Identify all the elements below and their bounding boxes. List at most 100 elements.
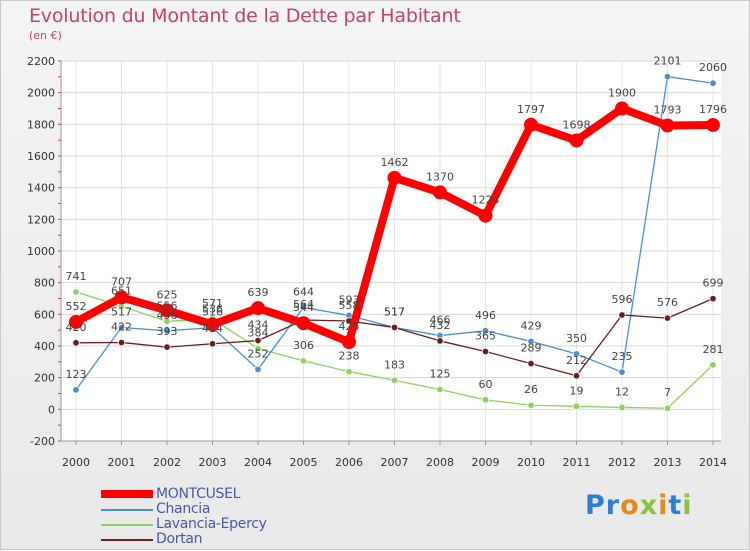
data-point-montcusel: [387, 170, 402, 185]
data-label-dortan: 212: [566, 354, 587, 367]
data-label-montcusel: 1370: [426, 170, 454, 183]
data-label-lavancia-epercy: 571: [202, 297, 223, 310]
x-tick-label: 2009: [472, 456, 500, 469]
data-label-lavancia-epercy: 60: [479, 378, 493, 391]
data-label-dortan: 564: [293, 298, 314, 311]
x-tick-label: 2010: [517, 456, 545, 469]
data-point-chancia: [481, 327, 490, 335]
data-label-dortan: 558: [339, 299, 360, 312]
y-tick-label: -200: [30, 435, 55, 448]
x-tick-label: 2004: [244, 456, 272, 469]
data-point-lavancia-epercy: [345, 367, 353, 376]
legend-label-dortan: Dortan: [156, 531, 203, 547]
data-point-montcusel: [342, 335, 356, 350]
proxiti-logo: Proxiti: [585, 490, 693, 521]
legend-label-montcusel: MONTCUSEL: [156, 486, 241, 502]
data-label-dortan: 422: [111, 321, 132, 334]
data-point-lavancia-epercy: [436, 385, 444, 394]
y-tick-label: 1400: [27, 182, 55, 195]
data-point-dortan: [527, 359, 535, 368]
data-point-dortan: [163, 343, 171, 351]
data-label-lavancia-epercy: 281: [703, 343, 724, 356]
data-label-montcusel: 1698: [563, 118, 591, 131]
data-label-dortan: 434: [248, 319, 269, 332]
data-label-chancia: 496: [475, 309, 496, 322]
data-label-dortan: 596: [612, 293, 633, 306]
data-point-dortan: [481, 347, 490, 356]
x-tick-label: 2002: [153, 456, 181, 469]
data-label-lavancia-epercy: 306: [293, 339, 314, 352]
logo-letter: r: [605, 490, 621, 521]
data-label-montcusel: 707: [111, 275, 132, 288]
data-label-lavancia-epercy: 556: [157, 299, 178, 312]
data-point-montcusel: [251, 301, 265, 316]
y-tick-label: 2200: [27, 55, 55, 68]
x-tick-label: 2006: [335, 456, 363, 469]
data-point-lavancia-epercy: [163, 317, 171, 325]
data-label-dortan: 699: [703, 277, 724, 290]
logo-letter: P: [585, 490, 606, 521]
data-point-lavancia-epercy: [527, 401, 535, 409]
data-point-montcusel: [524, 117, 538, 132]
data-label-chancia: 252: [248, 347, 269, 360]
data-label-chancia: 517: [384, 305, 405, 318]
data-label-dortan: 576: [657, 296, 678, 309]
data-point-lavancia-epercy: [572, 402, 581, 411]
data-label-montcusel: 1797: [517, 103, 545, 116]
data-point-dortan: [709, 294, 717, 303]
data-point-montcusel: [569, 133, 584, 148]
data-label-dortan: 414: [202, 322, 223, 335]
data-point-chancia: [163, 327, 171, 335]
data-label-montcusel: 1796: [699, 103, 727, 116]
legend-swatch-montcusel: [101, 490, 153, 498]
data-point-dortan: [117, 338, 126, 347]
legend-swatch-chancia: [101, 509, 153, 511]
data-label-dortan: 420: [66, 321, 87, 334]
data-point-montcusel: [706, 117, 720, 132]
y-tick-label: 1800: [27, 118, 55, 131]
logo-letter: o: [620, 490, 640, 521]
data-label-montcusel: 1793: [654, 103, 682, 116]
x-tick-label: 2012: [608, 456, 636, 469]
data-label-lavancia-epercy: 19: [570, 384, 584, 397]
data-label-dortan: 393: [157, 325, 178, 338]
data-label-montcusel: 552: [66, 300, 87, 313]
logo-letter: x: [639, 490, 659, 521]
x-tick-label: 2005: [290, 456, 318, 469]
y-tick-label: 1200: [27, 213, 55, 226]
data-point-montcusel: [69, 314, 83, 329]
data-point-chancia: [572, 350, 581, 358]
data-label-lavancia-epercy: 183: [384, 358, 405, 371]
x-tick-label: 2008: [426, 456, 454, 469]
data-label-chancia: 350: [566, 332, 587, 345]
data-label-montcusel: 625: [157, 288, 178, 301]
data-label-chancia: 517: [111, 305, 132, 318]
data-label-chancia: 593: [339, 293, 360, 306]
data-point-chancia: [663, 72, 672, 81]
data-label-lavancia-epercy: 125: [430, 368, 451, 381]
data-point-chancia: [527, 337, 535, 346]
data-point-chancia: [72, 386, 80, 394]
data-point-montcusel: [478, 208, 493, 223]
y-tick-label: 200: [34, 372, 55, 385]
data-label-chancia: 644: [293, 285, 314, 298]
legend-label-lavancia-epercy: Lavancia-Epercy: [156, 516, 267, 532]
data-label-lavancia-epercy: 384: [248, 327, 269, 340]
data-label-dortan: 365: [475, 330, 496, 343]
data-point-dortan: [390, 323, 399, 332]
data-label-montcusel: 1900: [608, 87, 636, 100]
y-tick-label: 800: [34, 277, 55, 290]
data-point-montcusel: [114, 290, 129, 305]
data-point-dortan: [208, 340, 217, 348]
data-point-lavancia-epercy: [72, 288, 80, 296]
data-label-lavancia-epercy: 7: [664, 386, 671, 399]
legend-swatch-lavancia-epercy: [101, 524, 153, 526]
data-point-chancia: [709, 79, 717, 87]
x-tick-label: 2003: [199, 456, 227, 469]
data-label-chancia: 2101: [654, 55, 682, 68]
data-point-dortan: [436, 337, 444, 345]
data-label-lavancia-epercy: 26: [524, 383, 538, 396]
data-label-montcusel: 1223: [472, 194, 500, 207]
data-label-lavancia-epercy: 741: [66, 270, 87, 283]
